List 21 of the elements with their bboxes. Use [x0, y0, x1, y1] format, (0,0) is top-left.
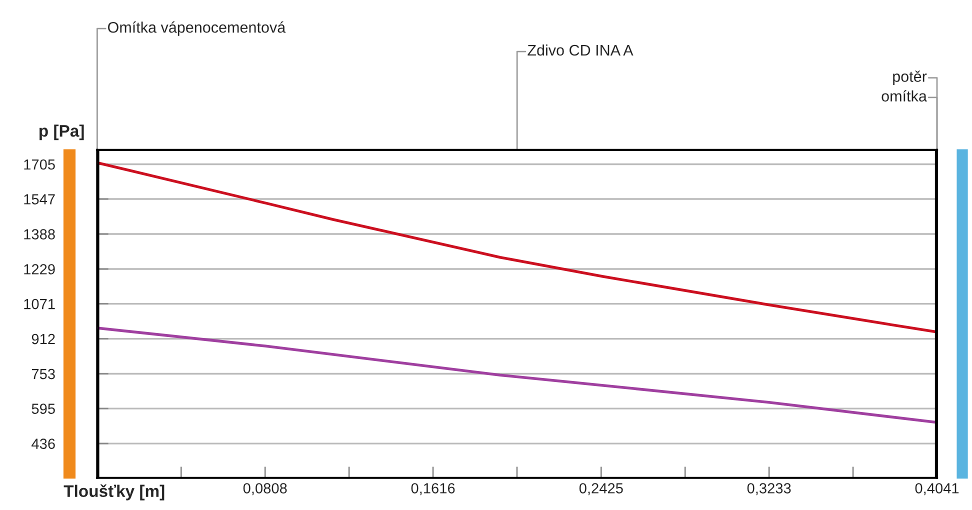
- y-tick-label: 595: [32, 404, 55, 414]
- x-tick-label: 0,4041: [915, 483, 959, 496]
- y-tick-label: 1388: [24, 229, 55, 240]
- y-tick-label: 912: [32, 334, 55, 344]
- text: omítka: [882, 90, 927, 102]
- y-tick-label: 1071: [24, 298, 55, 310]
- x-tick-label: 0,1616: [411, 483, 455, 496]
- x-axis-title: Tloušťky [m]: [64, 484, 164, 500]
- x-tick-label: 0,0808: [243, 483, 287, 496]
- text: Omítka vápenocementová: [108, 21, 286, 36]
- line-series: [97, 161, 938, 334]
- y-tick-label: 436: [32, 438, 55, 449]
- text: potěr: [893, 70, 927, 85]
- y-tick-label: 1229: [24, 264, 55, 274]
- x-tick-label: 0,2425: [579, 483, 623, 496]
- text: Zdivo CD INA A: [528, 44, 634, 56]
- x-tick-label: 0,3233: [747, 483, 791, 496]
- y-tick-label: 1705: [24, 159, 55, 170]
- y-tick-label: 1547: [24, 194, 55, 204]
- y-tick-label: 753: [32, 368, 55, 380]
- y-axis-title: p [Pa]: [40, 124, 84, 140]
